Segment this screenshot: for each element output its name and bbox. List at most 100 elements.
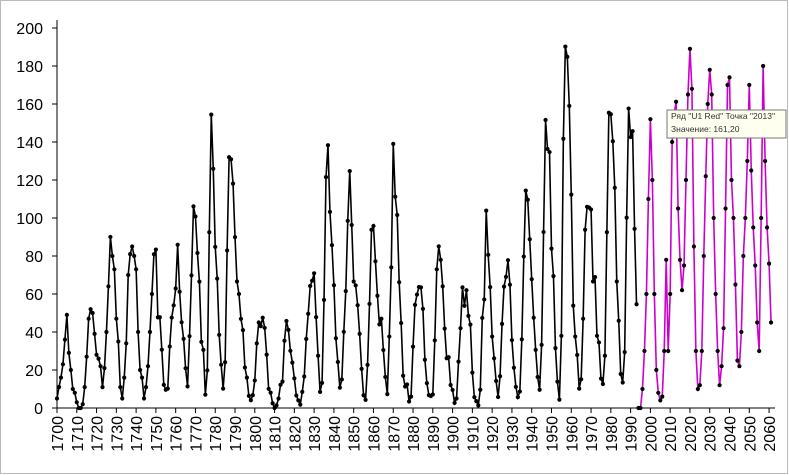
data-point	[703, 174, 708, 179]
data-point	[209, 112, 214, 117]
data-point	[319, 380, 325, 386]
data-point	[337, 385, 342, 390]
data-point	[110, 253, 115, 259]
data-point	[608, 112, 613, 117]
data-point	[666, 348, 671, 354]
data-point	[317, 389, 323, 394]
data-point	[290, 360, 295, 365]
data-point	[739, 329, 744, 335]
data-point	[60, 362, 66, 367]
data-point	[373, 259, 378, 264]
data-point	[707, 67, 712, 72]
data-point	[191, 204, 196, 209]
x-tick-label: 1800	[248, 416, 265, 452]
data-point	[64, 312, 69, 317]
y-tick-label: 20	[25, 363, 43, 380]
data-point	[515, 395, 520, 400]
x-tick-label: 1890	[426, 416, 443, 452]
data-point	[513, 384, 518, 390]
data-point	[88, 307, 93, 312]
data-point	[723, 206, 728, 211]
x-tick-label: 2010	[663, 416, 680, 452]
x-tick-label: 1900	[446, 416, 463, 452]
data-point	[422, 357, 428, 362]
data-point	[749, 168, 754, 173]
data-point	[430, 392, 435, 397]
x-tick-label: 1870	[386, 416, 403, 452]
series-line	[56, 46, 638, 410]
data-point	[432, 338, 437, 343]
data-point	[310, 278, 315, 283]
data-point	[159, 347, 164, 352]
tooltip: Ряд "U1 Red" Точка "2013" Значение: 161,…	[666, 109, 787, 139]
data-point	[436, 244, 441, 249]
data-point	[563, 44, 568, 49]
data-point	[215, 276, 220, 281]
data-point	[569, 192, 574, 197]
data-point	[757, 348, 762, 354]
data-point	[424, 381, 429, 386]
data-point	[480, 315, 485, 321]
x-tick-label: 1750	[149, 416, 166, 452]
data-point	[274, 403, 279, 408]
data-point	[642, 348, 647, 354]
data-point	[238, 316, 244, 321]
data-point	[414, 292, 420, 297]
data-point	[699, 348, 704, 354]
x-tick-label: 1970	[584, 416, 601, 452]
data-point	[620, 380, 625, 385]
data-point	[246, 393, 251, 398]
data-point	[258, 324, 263, 329]
data-point	[312, 271, 317, 276]
data-point	[377, 322, 382, 327]
data-point	[701, 253, 706, 259]
data-point	[383, 374, 388, 380]
data-point	[175, 242, 180, 247]
data-point	[292, 376, 297, 381]
data-point	[764, 225, 770, 230]
x-tick-label: 1760	[169, 416, 186, 452]
data-point	[476, 403, 481, 408]
x-tick-label: 1780	[208, 416, 225, 452]
data-point	[537, 387, 542, 392]
tooltip-line: Ряд "U1 Red" Точка "2013"	[671, 111, 775, 121]
data-point	[282, 338, 287, 343]
data-point	[713, 291, 718, 297]
x-tick-label: 2030	[703, 416, 720, 452]
data-point	[323, 175, 329, 180]
y-tick-label: 180	[16, 59, 43, 76]
data-point	[681, 263, 687, 268]
x-tick-label: 1980	[604, 416, 621, 452]
data-point	[199, 339, 204, 344]
data-point	[507, 282, 513, 287]
data-point	[755, 320, 760, 325]
data-point	[169, 315, 174, 320]
data-point	[234, 279, 240, 284]
data-point	[618, 371, 623, 377]
data-point	[715, 348, 720, 354]
data-point	[482, 297, 487, 302]
y-tick-label: 40	[25, 325, 43, 342]
data-point	[122, 375, 127, 380]
data-point	[478, 387, 483, 392]
data-point	[470, 370, 475, 375]
data-point	[193, 214, 198, 219]
data-point	[670, 139, 675, 145]
data-point	[219, 362, 224, 367]
data-point	[203, 392, 208, 397]
data-point	[766, 261, 772, 266]
data-point	[314, 315, 319, 320]
data-point	[632, 226, 637, 231]
data-point	[553, 346, 558, 351]
data-point	[505, 258, 511, 263]
data-point	[197, 279, 202, 284]
data-point	[695, 386, 700, 392]
data-point	[527, 237, 532, 242]
data-point	[98, 364, 103, 369]
data-point	[195, 250, 200, 256]
data-point	[494, 378, 499, 384]
y-tick-label: 160	[16, 97, 43, 114]
data-point	[349, 222, 354, 228]
